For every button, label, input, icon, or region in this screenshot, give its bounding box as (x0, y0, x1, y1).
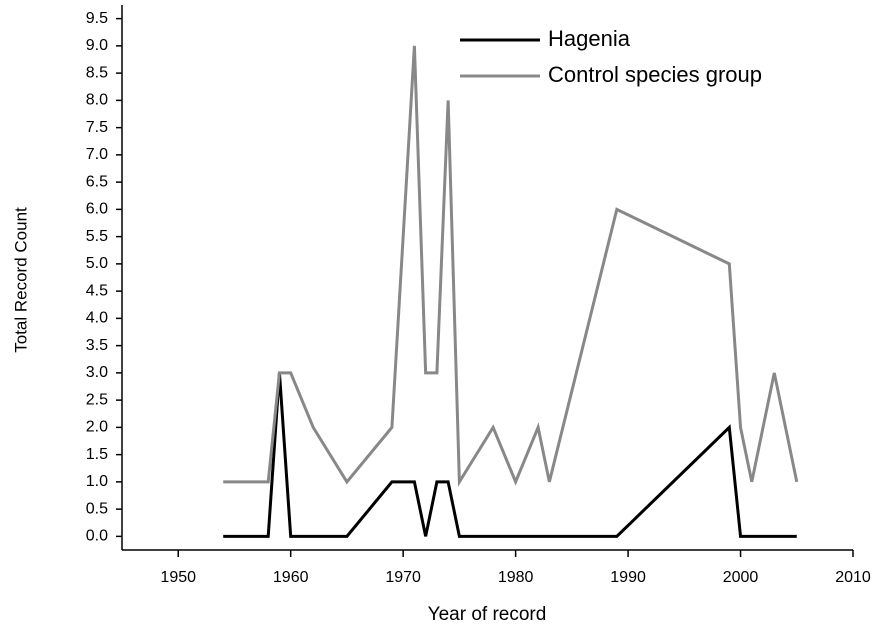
x-axis-label: Year of record (428, 604, 547, 625)
y-tick-label: 1.5 (86, 446, 108, 463)
y-tick-label: 7.0 (86, 146, 108, 163)
legend-label: Hagenia (548, 26, 631, 51)
y-tick-label: 5.5 (86, 228, 108, 245)
y-tick-label: 6.0 (86, 201, 108, 218)
x-tick-label: 2010 (835, 569, 871, 586)
x-tick-label: 2000 (723, 569, 759, 586)
x-tick-label: 1980 (498, 569, 534, 586)
series-line (223, 45, 799, 487)
y-tick-label: 3.5 (86, 337, 108, 354)
y-tick-label: 1.0 (86, 473, 108, 490)
legend-label: Control species group (548, 62, 762, 87)
y-tick-label: 9.0 (86, 37, 108, 54)
y-tick-label: 4.0 (86, 310, 108, 327)
y-tick-label: 7.5 (86, 119, 108, 136)
y-tick-label: 8.0 (86, 92, 108, 109)
y-axis-label: Total Record Count (11, 207, 30, 353)
x-tick-label: 1970 (385, 569, 421, 586)
y-tick-label: 5.0 (86, 255, 108, 272)
y-tick-label: 2.0 (86, 419, 108, 436)
y-tick-label: 2.5 (86, 391, 108, 408)
y-tick-label: 0.5 (86, 500, 108, 517)
y-tick-label: 3.0 (86, 364, 108, 381)
y-tick-label: 8.5 (86, 64, 108, 81)
y-tick-label: 0.0 (86, 528, 108, 545)
x-tick-label: 1960 (273, 569, 309, 586)
y-tick-label: 4.5 (86, 282, 108, 299)
x-tick-label: 1950 (160, 569, 196, 586)
series-line (223, 372, 797, 538)
x-tick-label: 1990 (610, 569, 646, 586)
y-tick-label: 6.5 (86, 173, 108, 190)
y-tick-label: 9.5 (86, 10, 108, 27)
